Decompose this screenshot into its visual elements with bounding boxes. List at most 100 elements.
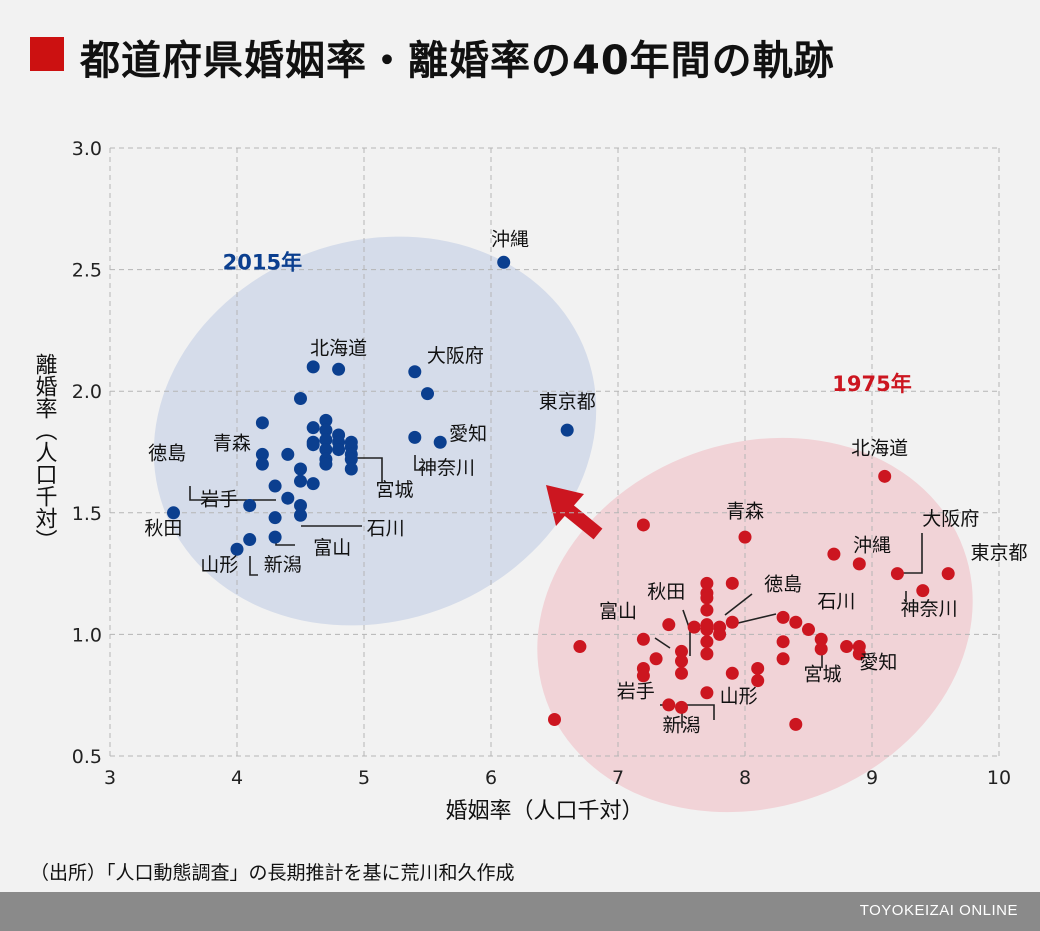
data-point-1975: [649, 652, 663, 666]
prefecture-label: 神奈川: [901, 598, 958, 620]
y-tick-label: 3.0: [72, 138, 102, 160]
data-point-1975: [700, 686, 714, 700]
data-point-1975: [916, 584, 930, 598]
title-marker: [30, 37, 64, 71]
prefecture-label: 岩手: [200, 489, 238, 511]
prefecture-label: 徳島: [148, 442, 186, 464]
cluster-1975-ellipse: [537, 437, 973, 813]
data-point-2015: [167, 506, 180, 520]
data-point-1975: [548, 713, 561, 727]
data-point-2015: [332, 362, 346, 376]
data-point-1975: [751, 674, 765, 688]
leader-line: [352, 457, 383, 482]
data-point-2015: [319, 413, 333, 427]
data-point-2015: [497, 255, 511, 269]
data-point-2015: [243, 533, 257, 547]
data-point-2015: [230, 542, 244, 556]
prefecture-label: 沖縄: [491, 228, 529, 250]
data-point-2015: [281, 447, 295, 461]
data-point-2015: [408, 365, 422, 379]
scatter-chart: 3 4 5 6 7 8 9 100.51.01.52.02.53.0 2015年1975年沖縄…: [32, 138, 1028, 824]
leader-line: [898, 533, 923, 574]
x-tick-label: 5: [358, 767, 370, 789]
x-axis-title: 婚姻率（人口千対）: [445, 799, 643, 824]
data-point-1975: [814, 632, 828, 646]
data-point-1975: [725, 576, 739, 590]
data-point-1975: [852, 557, 866, 571]
x-tick-label: 7: [612, 767, 624, 789]
prefecture-label: 北海道: [851, 437, 908, 459]
data-point-1975: [827, 547, 841, 561]
data-point-2015: [306, 477, 320, 491]
x-tick-label: 3: [104, 767, 116, 789]
leader-line: [682, 704, 715, 720]
data-point-2015: [319, 423, 333, 437]
data-point-2015: [344, 462, 358, 476]
data-point-1975: [890, 567, 904, 581]
data-point-1975: [700, 623, 714, 637]
leader-line: [724, 593, 753, 616]
y-tick-label: 1.5: [72, 503, 102, 525]
leader-line: [249, 556, 258, 576]
prefecture-label: 秋田: [144, 518, 182, 540]
data-point-2015: [294, 474, 307, 488]
data-point-2015: [319, 433, 333, 447]
prefecture-label: 山形: [720, 685, 758, 707]
data-point-2015: [319, 443, 333, 457]
data-point-2015: [268, 511, 282, 525]
data-point-1975: [802, 623, 815, 637]
prefecture-label: 山形: [200, 554, 238, 576]
prefecture-label: 愛知: [449, 423, 487, 445]
prefecture-label: 石川: [367, 518, 405, 540]
x-tick-label: 9: [866, 767, 878, 789]
data-point-1975: [636, 669, 650, 683]
data-point-1975: [789, 717, 803, 731]
data-point-1975: [878, 469, 892, 483]
data-point-1975: [725, 666, 739, 680]
data-point-2015: [294, 508, 307, 522]
prefecture-label: 新潟: [264, 554, 302, 576]
data-point-1975: [675, 666, 688, 680]
data-point-2015: [421, 387, 434, 401]
data-point-2015: [408, 430, 422, 444]
prefecture-label: 徳島: [764, 574, 802, 596]
data-point-2015: [319, 457, 333, 471]
data-point-2015: [560, 423, 574, 437]
x-tick-label: 4: [231, 767, 243, 789]
leader-line: [733, 613, 777, 625]
prefecture-label: 東京都: [539, 391, 596, 413]
data-point-2015: [255, 457, 269, 471]
data-point-1975: [662, 618, 676, 632]
data-point-1975: [636, 632, 650, 646]
prefecture-label: 新潟: [662, 715, 700, 737]
prefecture-label: 秋田: [647, 581, 685, 603]
data-point-2015: [255, 447, 269, 461]
data-point-1975: [700, 635, 714, 649]
data-point-1975: [662, 698, 676, 712]
leader-line: [654, 637, 671, 649]
data-point-2015: [306, 421, 320, 435]
prefecture-label: 青森: [213, 433, 251, 455]
prefecture-label: 北海道: [310, 338, 367, 360]
data-point-1975: [738, 530, 752, 544]
source-note: （出所）「人口動態調査」の長期推計を基に荒川和久作成: [30, 862, 515, 884]
prefecture-label: 大阪府: [427, 345, 484, 367]
data-point-1975: [852, 647, 866, 661]
y-tick-label: 2.5: [72, 260, 102, 282]
data-point-1975: [675, 644, 688, 658]
data-point-1975: [776, 610, 790, 624]
data-point-1975: [751, 661, 765, 675]
data-point-1975: [573, 640, 587, 654]
prefecture-label: 富山: [313, 537, 351, 559]
data-point-2015: [332, 443, 346, 457]
data-point-1975: [636, 518, 650, 532]
data-point-2015: [294, 462, 307, 476]
data-point-1975: [687, 620, 701, 634]
data-point-1975: [700, 591, 714, 605]
x-tick-label: 10: [987, 767, 1011, 789]
data-point-1975: [675, 700, 688, 714]
data-point-1975: [713, 627, 727, 641]
data-point-1975: [941, 567, 955, 581]
prefecture-label: 岩手: [617, 681, 655, 703]
prefecture-label: 神奈川: [418, 457, 475, 479]
